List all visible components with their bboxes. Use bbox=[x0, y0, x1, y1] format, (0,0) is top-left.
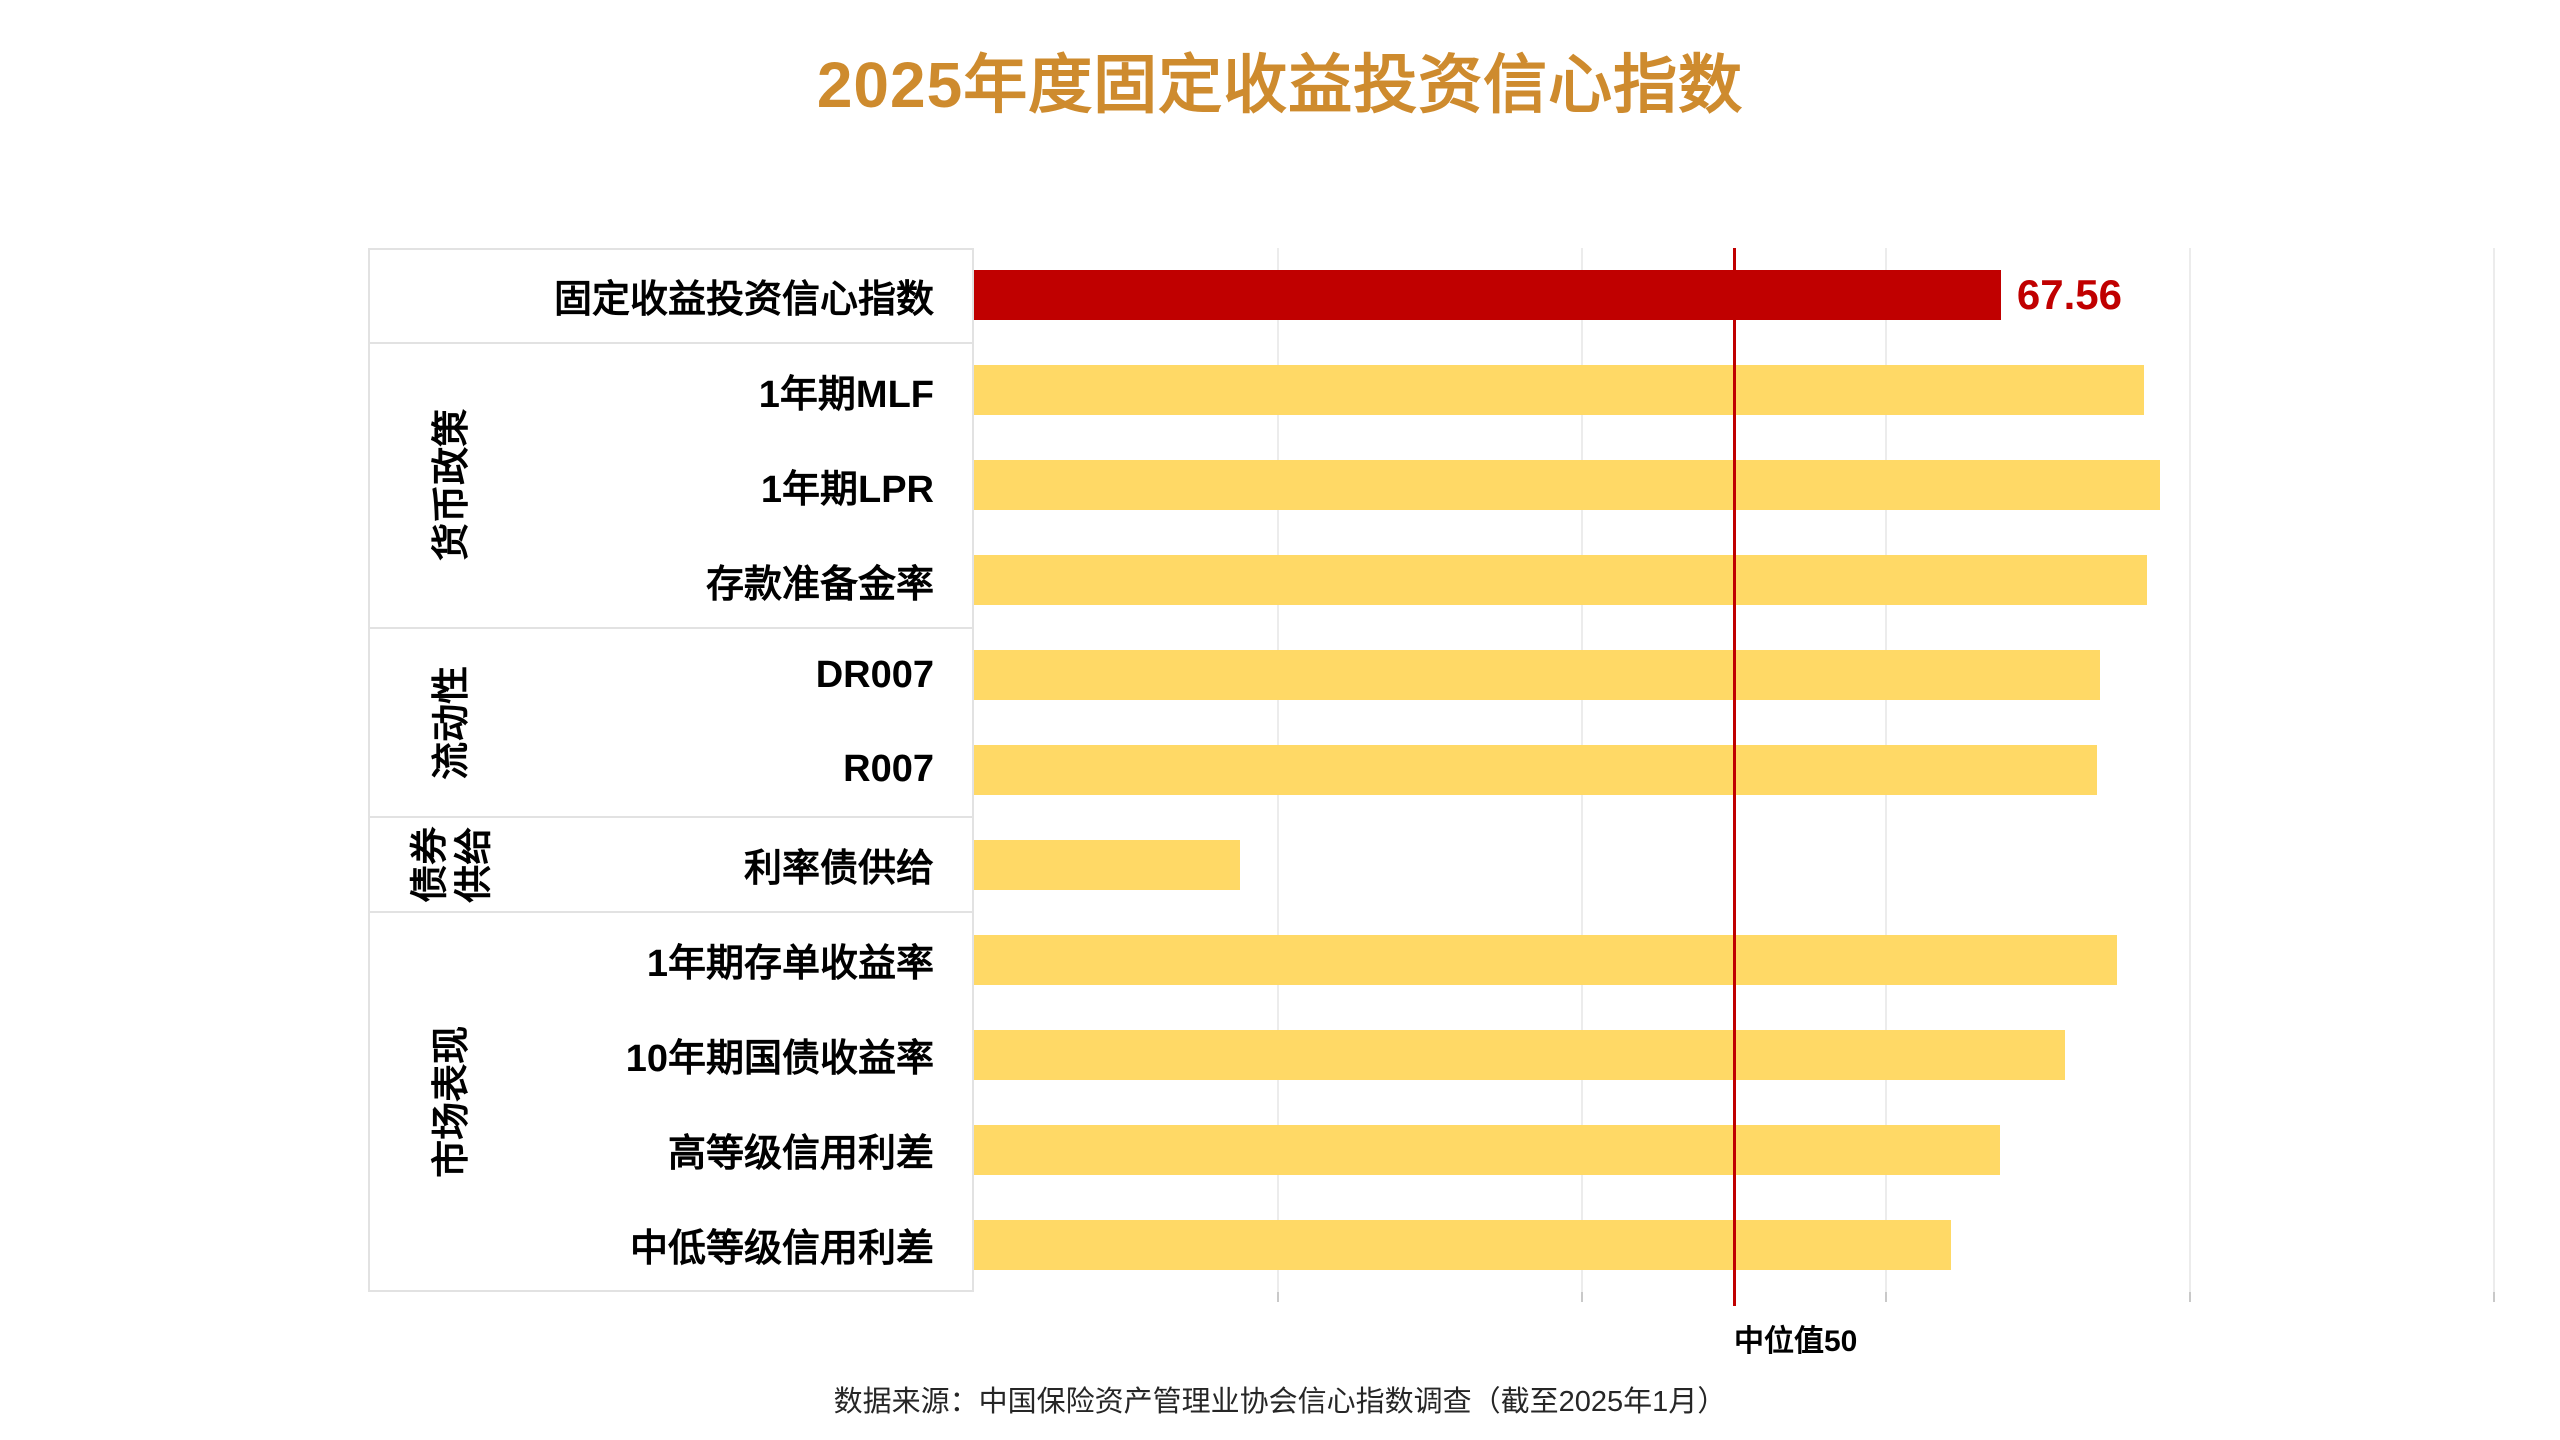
row-label: 中低等级信用利差 bbox=[629, 1228, 934, 1271]
group-separator bbox=[368, 341, 974, 344]
axis-tick-20 bbox=[1277, 1292, 1279, 1302]
data-source-footer: 数据来源：中国保险资产管理业协会信心指数调查（截至2025年1月） bbox=[833, 1386, 1727, 1418]
bar bbox=[974, 1029, 2066, 1080]
plot-area: 固定收益投资信心指数 67.56 货币政策 1年期MLF 1年期LPR 存款准备金率 流动性… bbox=[368, 248, 2495, 1358]
gridline-80 bbox=[2189, 248, 2191, 1292]
row-label: DR007 bbox=[815, 653, 934, 696]
axis-tick-60 bbox=[1885, 1292, 1887, 1302]
row-label: 1年期MLF bbox=[758, 373, 934, 416]
group-separator bbox=[368, 911, 974, 914]
bar-value-label: 67.56 bbox=[2016, 271, 2123, 319]
highlight-bar bbox=[974, 270, 2001, 321]
row-label: 存款准备金率 bbox=[705, 563, 934, 606]
bar bbox=[974, 1124, 2000, 1175]
category-label-box bbox=[368, 248, 974, 1292]
bar bbox=[974, 555, 2148, 606]
row-label: 利率债供给 bbox=[743, 848, 934, 891]
bar bbox=[974, 460, 2160, 511]
median-reference-line bbox=[1732, 248, 1736, 1306]
row-label: 固定收益投资信心指数 bbox=[553, 278, 934, 321]
median-line-label: 中位值50 bbox=[1734, 1325, 1858, 1358]
row-label: 1年期LPR bbox=[760, 468, 934, 511]
bar bbox=[974, 745, 2098, 795]
row-label: 10年期国债收益率 bbox=[625, 1038, 934, 1081]
bar bbox=[974, 839, 1240, 890]
axis-tick-40 bbox=[1581, 1292, 1583, 1302]
group-separator bbox=[368, 816, 974, 819]
bar bbox=[974, 365, 2145, 416]
bar bbox=[974, 934, 2118, 985]
axis-tick-100 bbox=[2493, 1292, 2495, 1302]
bar bbox=[974, 1219, 1952, 1270]
group-separator bbox=[368, 626, 974, 629]
bar bbox=[974, 650, 2101, 701]
chart-title: 2025年度固定收益投资信心指数 bbox=[816, 49, 1744, 121]
axis-tick-80 bbox=[2189, 1292, 2191, 1302]
row-label: 1年期存单收益率 bbox=[646, 943, 934, 986]
row-label: 高等级信用利差 bbox=[667, 1133, 934, 1176]
row-label: R007 bbox=[843, 748, 934, 791]
gridline-100 bbox=[2493, 248, 2495, 1292]
